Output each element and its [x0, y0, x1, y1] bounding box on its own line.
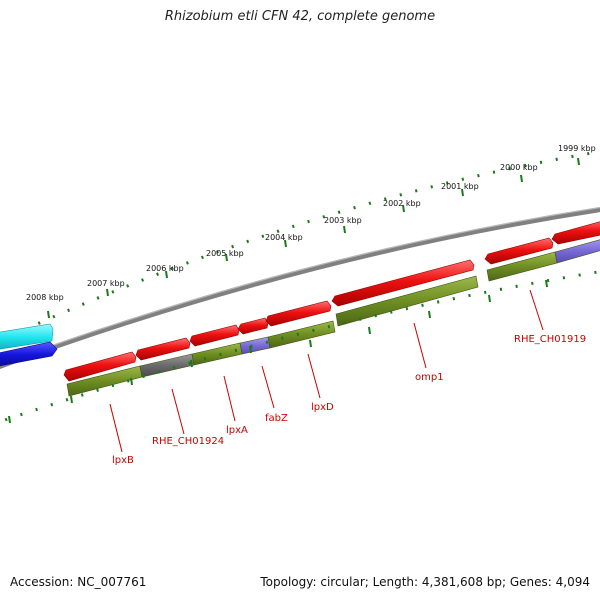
cds-bar-fabz[interactable]: [239, 336, 271, 355]
gene-label-omp1[interactable]: omp1: [415, 372, 444, 383]
ruler-label: 2004 kbp: [265, 233, 303, 242]
major-tick: [249, 345, 252, 354]
genome-backbone-highlight: [0, 206, 600, 365]
ruler-label: 1999 kbp: [558, 144, 596, 153]
major-tick: [488, 294, 491, 303]
ruler-label: 2003 kbp: [324, 216, 362, 225]
gene-arrow-lpxa[interactable]: [189, 324, 240, 347]
ruler-label: 2002 kbp: [383, 199, 421, 208]
major-tick: [577, 157, 580, 166]
major-tick: [190, 359, 193, 368]
gene-label-rhe-ch01919[interactable]: RHE_CH01919: [514, 334, 586, 345]
major-tick: [545, 279, 548, 288]
cds-bar-lpxd[interactable]: [267, 320, 336, 349]
major-tick: [343, 225, 346, 234]
gene-arrow-rhe-ch01919[interactable]: [484, 237, 554, 265]
leader-lpxd: [307, 353, 321, 399]
leader-omp1: [413, 322, 427, 369]
genome-backbone: [0, 207, 600, 369]
major-tick: [428, 310, 431, 319]
gene-arrow-next[interactable]: [551, 220, 600, 245]
cds-bar-lpxa[interactable]: [191, 342, 243, 366]
major-tick: [402, 204, 405, 213]
ruler-label: 2008 kbp: [26, 293, 64, 302]
ruler-label: 2001 kbp: [441, 182, 479, 191]
map-title: Rhizobium etli CFN 42, complete genome: [164, 9, 436, 24]
genome-summary-text: Topology: circular; Length: 4,381,608 bp…: [260, 575, 590, 589]
cds-bar-omp1[interactable]: [335, 275, 479, 327]
inner-ruler-major-ticks: [8, 279, 548, 424]
gene-label-fabz[interactable]: fabZ: [265, 413, 288, 424]
leader-lpxa: [223, 375, 236, 422]
gene-track: [63, 220, 600, 382]
major-tick: [461, 188, 464, 197]
major-tick: [130, 377, 133, 386]
partial-feature-cyan: [0, 323, 54, 350]
ruler-label: 2005 kbp: [206, 249, 244, 258]
inner-ruler-track: [0, 270, 600, 424]
major-tick: [165, 270, 168, 279]
leader-rhe-ch01919: [529, 289, 544, 331]
major-tick: [520, 174, 523, 183]
partial-feature-blue: [0, 341, 58, 367]
leader-rhe-ch01924: [171, 388, 185, 435]
ruler-label: 2007 kbp: [87, 279, 125, 288]
accession-text: Accession: NC_007761: [10, 575, 147, 589]
outer-ruler-major-ticks: [47, 157, 580, 319]
gene-arrow-fabz[interactable]: [237, 317, 269, 335]
gene-label-lpxa[interactable]: lpxA: [226, 425, 248, 436]
major-tick: [106, 288, 109, 297]
major-tick: [47, 310, 50, 319]
major-tick: [368, 326, 371, 335]
cds-bar-next[interactable]: [554, 238, 600, 264]
leader-lpxb: [109, 403, 123, 453]
major-tick: [225, 253, 228, 262]
major-tick: [8, 415, 11, 424]
leader-fabz: [261, 365, 275, 409]
gene-label-leaders: [109, 289, 544, 453]
gene-label-lpxb[interactable]: lpxB: [112, 455, 134, 466]
gene-label-rhe-ch01924[interactable]: RHE_CH01924: [152, 436, 224, 447]
ruler-labels: 2008 kbp 2007 kbp 2006 kbp 2005 kbp 2004…: [26, 144, 596, 302]
gene-arrow-lpxd[interactable]: [265, 300, 332, 327]
gene-arrow-omp1[interactable]: [331, 259, 475, 307]
gene-arrow-lpxb[interactable]: [63, 351, 137, 382]
gene-label-lpxd[interactable]: lpxD: [311, 402, 334, 413]
ruler-label: 2000 kbp: [500, 163, 538, 172]
ruler-label: 2006 kbp: [146, 264, 184, 273]
gene-labels: lpxB RHE_CH01924 lpxA fabZ lpxD omp1 RHE…: [112, 334, 586, 466]
major-tick: [284, 239, 287, 248]
major-tick: [70, 395, 73, 404]
gene-arrow-rhe-ch01924[interactable]: [135, 337, 191, 361]
major-tick: [309, 339, 312, 348]
